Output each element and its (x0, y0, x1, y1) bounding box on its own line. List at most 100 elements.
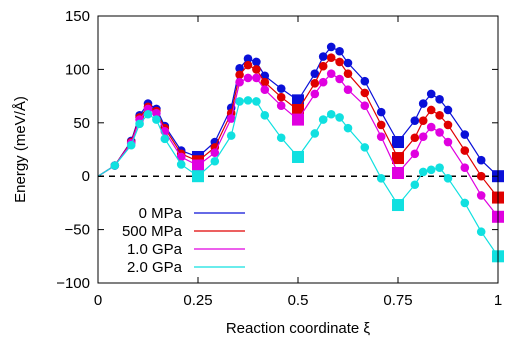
legend-label: 2.0 GPa (127, 259, 183, 276)
y-axis-label: Energy (meV/Å) (12, 96, 29, 203)
data-point (277, 93, 286, 102)
data-point (235, 70, 244, 79)
data-point (252, 74, 261, 83)
square-marker (192, 170, 204, 182)
square-marker (292, 151, 304, 163)
data-point (427, 123, 436, 132)
data-point (477, 172, 486, 181)
data-point (435, 163, 444, 172)
data-point (177, 160, 186, 169)
data-point (227, 131, 236, 140)
data-point (244, 61, 253, 70)
data-point (335, 47, 344, 56)
y-tick-label: 150 (65, 8, 90, 25)
legend-label: 0 MPa (139, 205, 183, 222)
data-point (319, 62, 328, 71)
x-tick-label: 1 (494, 292, 502, 309)
data-point (435, 95, 444, 104)
data-point (261, 85, 270, 94)
data-point (435, 111, 444, 120)
data-point (419, 116, 428, 125)
data-point (335, 113, 344, 122)
data-point (244, 74, 253, 83)
x-axis-label: Reaction coordinate ξ (226, 320, 371, 337)
data-point (344, 124, 353, 133)
data-point (477, 191, 486, 200)
data-point (335, 75, 344, 84)
data-point (327, 43, 336, 52)
data-point (144, 110, 153, 119)
x-tick-label: 0.25 (183, 292, 212, 309)
data-point (311, 79, 320, 88)
data-point (319, 78, 328, 87)
data-point (461, 130, 470, 139)
data-point (327, 69, 336, 78)
data-point (344, 85, 353, 94)
data-point (252, 65, 261, 74)
square-marker (392, 167, 404, 179)
data-point (377, 121, 386, 130)
data-point (161, 135, 170, 144)
data-point (311, 90, 320, 99)
x-tick-label: 0.5 (288, 292, 309, 309)
data-point (327, 110, 336, 119)
ticks-layer: 0 0.25 0.5 0.75 1−100−50050100150 (56, 8, 502, 309)
data-point (127, 141, 136, 150)
data-point (361, 101, 370, 110)
y-tick-label: −100 (56, 275, 90, 292)
data-point (311, 129, 320, 138)
square-marker (392, 136, 404, 148)
square-marker (192, 160, 204, 172)
x-tick-label: 0.75 (383, 292, 412, 309)
data-point (419, 168, 428, 177)
data-point (235, 97, 244, 106)
data-point (277, 84, 286, 93)
data-point (444, 106, 453, 115)
data-point (411, 180, 420, 189)
data-point (277, 101, 286, 110)
series-2 (98, 69, 504, 222)
data-point (277, 133, 286, 142)
data-point (361, 89, 370, 98)
data-point (211, 157, 220, 166)
data-point (461, 163, 470, 172)
data-point (411, 133, 420, 142)
data-point (419, 99, 428, 108)
legend-label: 500 MPa (122, 223, 183, 240)
y-tick-label: −50 (65, 222, 90, 239)
data-point (244, 96, 253, 105)
series-1 (98, 53, 504, 203)
data-point (261, 111, 270, 120)
data-point (252, 58, 261, 67)
data-point (344, 59, 353, 68)
y-tick-label: 50 (73, 115, 90, 132)
square-marker (392, 152, 404, 164)
data-point (427, 165, 436, 174)
data-point (135, 120, 144, 129)
data-point (319, 115, 328, 124)
data-point (327, 53, 336, 62)
x-tick-label: 0 (94, 292, 102, 309)
data-point (477, 156, 486, 165)
data-point (377, 174, 386, 183)
data-point (377, 108, 386, 117)
data-point (435, 128, 444, 137)
data-point (419, 132, 428, 141)
square-marker (292, 114, 304, 126)
data-point (252, 97, 261, 106)
data-point (335, 58, 344, 67)
square-marker (392, 199, 404, 211)
data-point (377, 132, 386, 141)
data-point (477, 227, 486, 236)
data-point (444, 121, 453, 130)
data-point (344, 69, 353, 78)
data-point (411, 149, 420, 158)
y-tick-label: 0 (82, 168, 90, 185)
data-point (235, 78, 244, 87)
data-point (427, 90, 436, 99)
data-point (152, 115, 161, 124)
data-point (411, 116, 420, 125)
data-point (361, 77, 370, 86)
